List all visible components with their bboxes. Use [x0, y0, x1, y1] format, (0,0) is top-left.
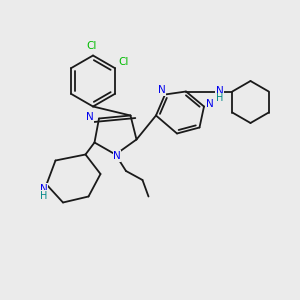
Text: Cl: Cl [118, 57, 129, 67]
Text: N: N [216, 86, 224, 97]
Text: H: H [40, 191, 47, 201]
Text: Cl: Cl [86, 41, 97, 52]
Text: N: N [206, 99, 213, 109]
Text: N: N [40, 184, 47, 194]
Text: N: N [86, 112, 94, 122]
Text: H: H [216, 93, 224, 103]
Text: N: N [113, 151, 121, 161]
Text: N: N [158, 85, 166, 95]
